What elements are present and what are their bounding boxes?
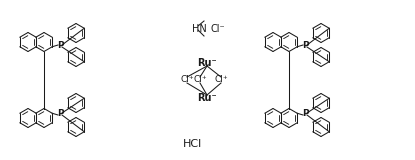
Text: Ru⁻: Ru⁻ (197, 93, 217, 103)
Text: P: P (302, 41, 308, 51)
Text: Cl⁺: Cl⁺ (214, 76, 228, 84)
Text: Cl⁻: Cl⁻ (211, 24, 225, 34)
Text: P: P (302, 109, 308, 119)
Text: P: P (57, 109, 63, 119)
Text: HN: HN (192, 24, 207, 34)
Text: Cl⁺: Cl⁺ (180, 76, 194, 84)
Text: Ru⁻: Ru⁻ (197, 58, 217, 68)
Text: Cl⁺: Cl⁺ (193, 76, 207, 84)
Text: HCl: HCl (182, 139, 202, 149)
Text: P: P (57, 41, 63, 51)
